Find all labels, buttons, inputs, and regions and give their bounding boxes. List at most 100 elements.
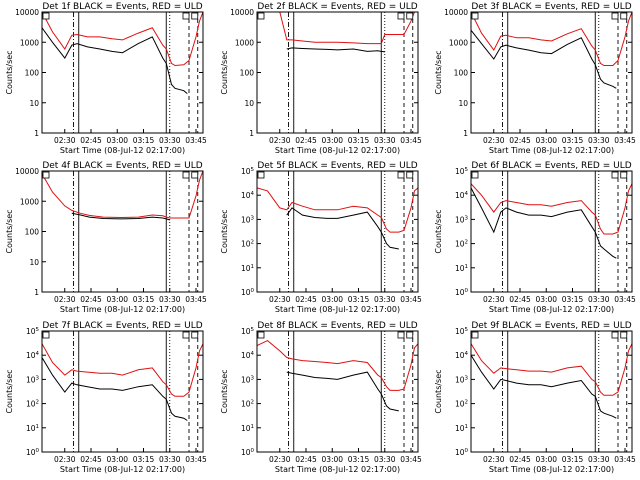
panel-title: Det 3f BLACK = Events, RED = ULD xyxy=(471,2,631,12)
y-tick-label: 103 xyxy=(241,375,255,384)
x-tick-label: 03:45 xyxy=(614,455,636,464)
corner-tag-right xyxy=(191,12,199,20)
x-tick-label: 03:00 xyxy=(106,295,128,304)
y-tick-label: 105 xyxy=(455,167,469,176)
x-axis-label: Start Time (08-Jul-12 02:17:00) xyxy=(275,465,400,474)
y-tick-label: 1 xyxy=(463,129,468,138)
y-tick-label: 100 xyxy=(25,228,40,237)
x-axis-label: Start Time (08-Jul-12 02:17:00) xyxy=(489,146,614,155)
y-tick-label: 102 xyxy=(241,240,254,249)
corner-tag-right xyxy=(406,171,414,179)
uld-series-line xyxy=(471,12,632,66)
y-axis-label: Counts/sec xyxy=(220,50,229,94)
corner-tag-right xyxy=(620,12,628,20)
y-tick-label: 103 xyxy=(455,215,469,224)
x-axis-label: Start Time (08-Jul-12 02:17:00) xyxy=(489,305,614,314)
corner-tag-left xyxy=(257,331,265,339)
panel-title: Det 7f BLACK = Events, RED = ULD xyxy=(42,321,202,331)
y-tick-label: 10 xyxy=(458,99,468,108)
x-axis-label: Start Time (08-Jul-12 02:17:00) xyxy=(275,146,400,155)
x-tick-label: 03:15 xyxy=(348,136,370,145)
y-tick-label: 1000 xyxy=(20,38,39,47)
events-series-line xyxy=(71,212,170,221)
plot-frame xyxy=(470,330,633,453)
x-tick-label: 03:30 xyxy=(159,295,181,304)
y-tick-label: 104 xyxy=(241,191,255,200)
y-tick-label: 100 xyxy=(241,448,255,457)
x-axis-label: Start Time (08-Jul-12 02:17:00) xyxy=(60,146,185,155)
y-axis-label: Counts/sec xyxy=(434,50,443,94)
y-tick-label: 104 xyxy=(241,351,255,360)
y-axis-label: Counts/sec xyxy=(434,369,443,413)
x-tick-label: 03:30 xyxy=(588,455,610,464)
x-tick-label: 02:30 xyxy=(483,295,505,304)
panel-title: Det 4f BLACK = Events, RED = ULD xyxy=(42,161,202,171)
y-tick-label: 101 xyxy=(26,424,39,433)
x-tick-label: 03:45 xyxy=(400,136,422,145)
y-tick-label: 10 xyxy=(29,99,39,108)
x-tick-label: 02:45 xyxy=(80,455,102,464)
plot-frame xyxy=(256,170,419,293)
y-axis-label: Counts/sec xyxy=(5,209,14,253)
corner-tag-right xyxy=(191,331,199,339)
x-tick-label: 03:00 xyxy=(321,455,343,464)
corner-tag-mid xyxy=(611,171,619,179)
y-tick-label: 105 xyxy=(455,327,469,336)
detector-panel-5: Det 5f BLACK = Events, RED = ULD 100 101 10… xyxy=(220,161,422,314)
x-tick-label: 02:30 xyxy=(269,136,291,145)
y-tick-label: 10000 xyxy=(230,8,254,17)
events-series-line xyxy=(286,47,385,53)
corner-tag-left xyxy=(471,331,479,339)
panel-title: Det 9f BLACK = Events, RED = ULD xyxy=(471,321,631,331)
x-tick-label: 03:00 xyxy=(321,295,343,304)
uld-series-line xyxy=(471,343,632,396)
x-axis-label: Start Time (08-Jul-12 02:17:00) xyxy=(275,305,400,314)
x-tick-label: 03:30 xyxy=(159,455,181,464)
y-tick-label: 102 xyxy=(26,400,39,409)
y-tick-label: 105 xyxy=(26,327,40,336)
x-tick-label: 03:00 xyxy=(106,136,128,145)
corner-tag-mid xyxy=(397,12,405,20)
x-tick-label: 03:15 xyxy=(348,455,370,464)
y-tick-label: 103 xyxy=(26,375,40,384)
x-tick-label: 02:45 xyxy=(509,455,531,464)
x-tick-label: 03:15 xyxy=(133,455,155,464)
corner-tag-left xyxy=(471,12,479,20)
y-axis-label: Counts/sec xyxy=(220,209,229,253)
detector-panel-3: Det 3f BLACK = Events, RED = ULD 1 10 100 10… xyxy=(434,2,636,155)
corner-tag-right xyxy=(406,331,414,339)
y-tick-label: 1000 xyxy=(20,197,39,206)
y-tick-label: 103 xyxy=(241,215,255,224)
x-tick-label: 03:45 xyxy=(185,136,207,145)
y-axis-label: Counts/sec xyxy=(220,369,229,413)
events-series-line xyxy=(286,207,399,250)
x-tick-label: 02:30 xyxy=(54,295,76,304)
y-tick-label: 101 xyxy=(455,424,468,433)
x-tick-label: 03:45 xyxy=(185,295,207,304)
x-tick-label: 03:15 xyxy=(562,455,584,464)
x-tick-label: 03:45 xyxy=(614,136,636,145)
x-tick-label: 02:45 xyxy=(295,295,317,304)
x-tick-label: 03:15 xyxy=(348,295,370,304)
uld-series-line xyxy=(42,12,203,67)
y-tick-label: 10000 xyxy=(444,8,468,17)
x-tick-label: 02:30 xyxy=(483,136,505,145)
y-tick-label: 10000 xyxy=(15,8,39,17)
events-series-line xyxy=(471,29,617,89)
plot-frame xyxy=(256,330,419,453)
y-tick-label: 102 xyxy=(455,240,468,249)
corner-tag-left xyxy=(42,331,50,339)
panel-title: Det 1f BLACK = Events, RED = ULD xyxy=(42,2,202,12)
y-tick-label: 101 xyxy=(455,264,468,273)
y-axis-label: Counts/sec xyxy=(434,209,443,253)
x-tick-label: 03:15 xyxy=(133,295,155,304)
y-tick-label: 102 xyxy=(241,400,254,409)
corner-tag-mid xyxy=(397,331,405,339)
corner-tag-right xyxy=(191,171,199,179)
corner-tag-left xyxy=(42,12,50,20)
uld-series-line xyxy=(257,187,418,233)
corner-tag-mid xyxy=(182,12,190,20)
x-tick-label: 02:30 xyxy=(269,455,291,464)
y-tick-label: 104 xyxy=(455,191,469,200)
